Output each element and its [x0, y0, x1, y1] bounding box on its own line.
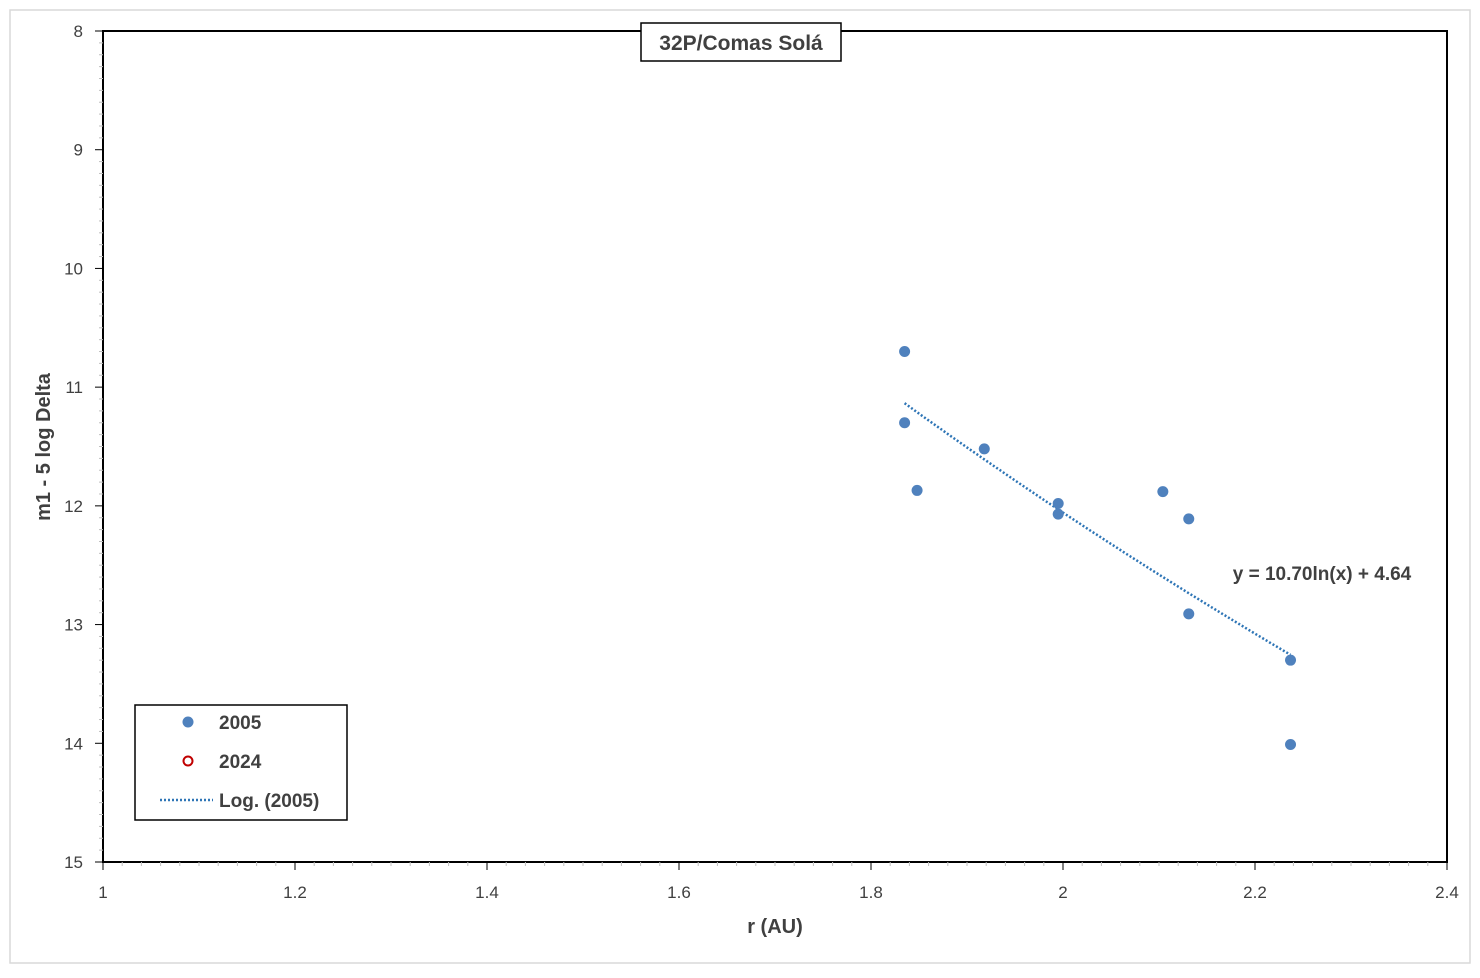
trendline-layer [903, 402, 1292, 656]
x-tick-label: 1 [98, 883, 107, 902]
x-tick-label: 2 [1058, 883, 1067, 902]
legend-box [134, 704, 348, 821]
legend-marker-2024 [182, 755, 194, 767]
data-point-2005 [1052, 508, 1064, 520]
legend-label-trendline: Log. (2005) [219, 791, 319, 812]
y-tick-label: 13 [64, 616, 83, 635]
y-tick-label: 15 [64, 853, 83, 872]
x-axis-label: r (AU) [747, 916, 803, 938]
x-tick-label: 2.4 [1435, 883, 1459, 902]
legend-label-2024: 2024 [219, 752, 262, 773]
trendline [903, 402, 1292, 656]
data-point-2005 [911, 484, 923, 496]
data-point-2005 [1052, 497, 1064, 509]
trendline-equation: y = 10.70ln(x) + 4.64 [1233, 564, 1412, 585]
data-point-2005 [1285, 738, 1297, 750]
legend: 2005 2024 Log. (2005) [134, 704, 348, 821]
y-tick-label: 11 [65, 378, 83, 397]
legend-marker-2005 [182, 716, 194, 728]
data-point-2005 [1157, 486, 1169, 498]
y-tick-label: 8 [74, 22, 83, 41]
chart-title: 32P/Comas Solá [659, 32, 823, 55]
y-tick-label: 14 [64, 734, 83, 753]
data-point-2005 [1183, 513, 1195, 525]
axes: 8 9 10 11 12 13 14 15 1 1.2 1.4 1.6 1.8 2 2.2 2.4 [64, 22, 1459, 902]
data-point-2005 [978, 443, 990, 455]
chart-title-box: 32P/Comas Solá [640, 22, 842, 62]
x-tick-label: 1.4 [475, 883, 499, 902]
x-tick-label: 1.8 [859, 883, 883, 902]
x-tick-label: 1.2 [283, 883, 307, 902]
data-point-2005 [899, 346, 911, 358]
points-layer [899, 346, 1297, 750]
y-tick-label: 10 [64, 259, 83, 278]
x-tick-label: 1.6 [667, 883, 691, 902]
legend-label-2005: 2005 [219, 713, 262, 734]
y-tick-label: 9 [74, 141, 83, 160]
data-point-2005 [899, 417, 911, 429]
x-tick-label: 2.2 [1243, 883, 1267, 902]
y-tick-label: 12 [64, 497, 83, 516]
y-axis-label: m1 - 5 log Delta [33, 372, 55, 521]
data-point-2005 [1183, 608, 1195, 620]
data-point-2005 [1285, 654, 1297, 666]
